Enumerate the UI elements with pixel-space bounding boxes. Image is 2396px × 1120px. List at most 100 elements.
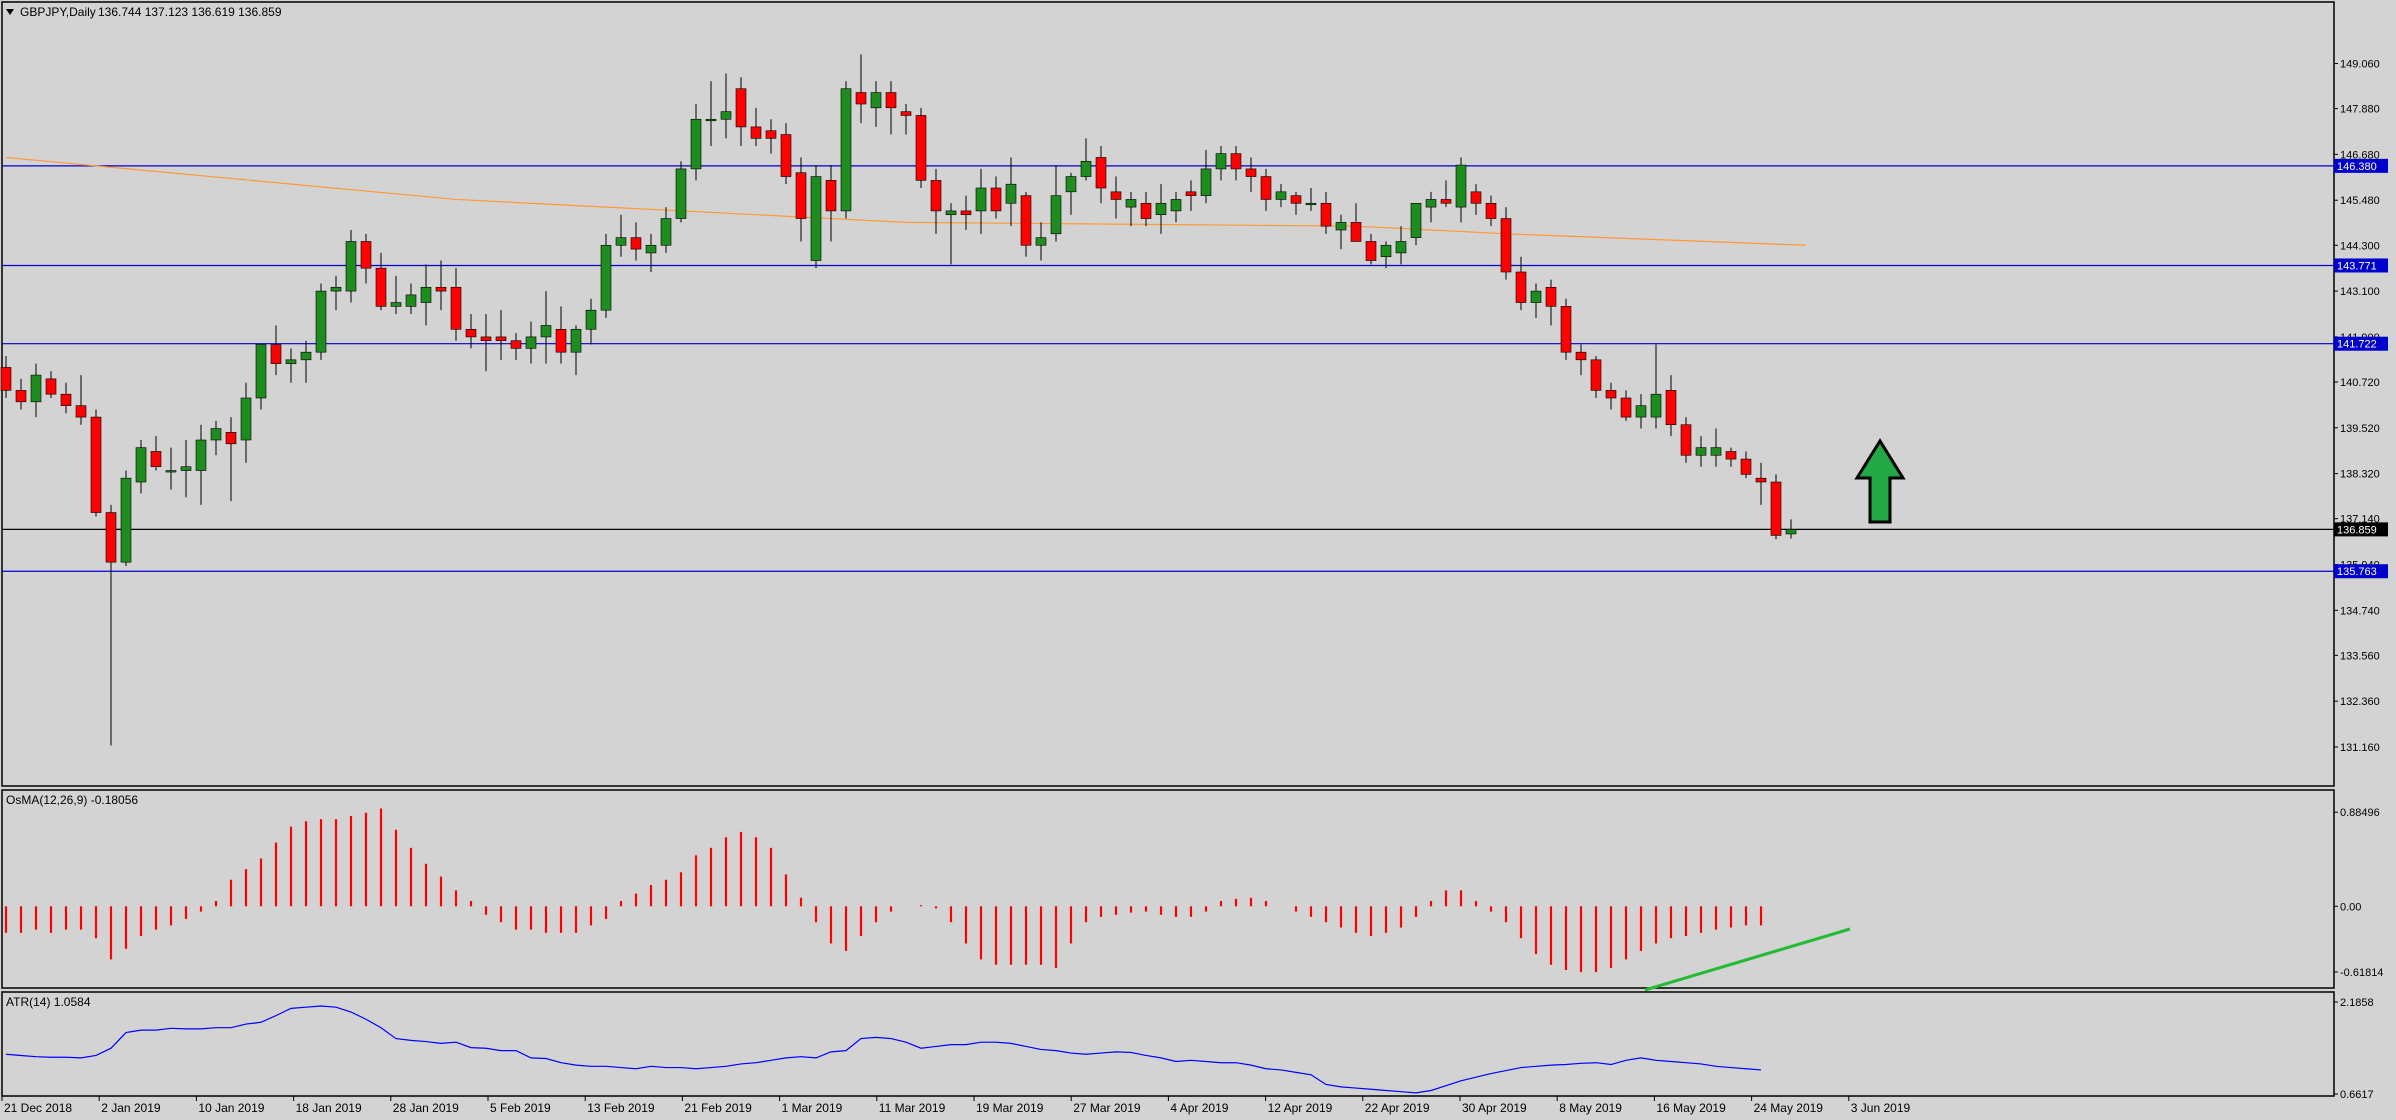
candle <box>360 233 372 284</box>
candle <box>1260 168 1272 211</box>
candle <box>675 161 687 223</box>
candle-body <box>1365 241 1377 261</box>
candle-body <box>1305 202 1317 206</box>
candle <box>270 325 282 376</box>
candle-body <box>180 466 192 471</box>
candle <box>1095 146 1107 204</box>
candle <box>1635 394 1647 429</box>
candle-body <box>1470 191 1482 204</box>
candle-body <box>435 286 447 292</box>
time-tick-label: 18 Jan 2019 <box>296 1101 362 1115</box>
candle-body <box>615 237 627 246</box>
candle <box>165 447 177 490</box>
time-tick-label: 4 Apr 2019 <box>1170 1101 1228 1115</box>
candle-body <box>1140 202 1152 219</box>
candle-body <box>1155 202 1167 216</box>
candle-body <box>735 88 747 128</box>
candle <box>795 157 807 242</box>
candle-body <box>1290 195 1302 204</box>
osma-tick-label: 0.88496 <box>2340 807 2380 819</box>
candle-body <box>1110 191 1122 200</box>
candle <box>1275 184 1287 208</box>
candle-body <box>75 405 87 418</box>
candle <box>255 344 267 410</box>
candle-body <box>0 367 12 391</box>
candle-body <box>870 92 882 109</box>
level-tag <box>2334 258 2388 273</box>
candle-body <box>285 359 297 364</box>
candle-body <box>600 244 612 311</box>
candle-body <box>990 187 1002 212</box>
candle-body <box>750 126 762 139</box>
price-panel[interactable]: GBPJPY,Daily 136.744 137.123 136.619 136… <box>0 1 2335 787</box>
candle-body <box>105 512 117 563</box>
candle-body <box>1575 351 1587 361</box>
candle <box>1335 214 1347 250</box>
candle <box>825 165 837 242</box>
candle <box>285 348 297 383</box>
candle <box>150 436 162 471</box>
price-tick-label: 133.560 <box>2340 650 2380 662</box>
candle-body <box>465 328 477 338</box>
candle-body <box>1650 393 1662 418</box>
candle <box>315 283 327 360</box>
price-tick-label: 147.880 <box>2340 104 2380 116</box>
price-tick-label: 139.520 <box>2340 423 2380 435</box>
candle <box>1500 207 1512 280</box>
candle <box>1125 191 1137 227</box>
candle <box>600 233 612 318</box>
candle <box>765 119 777 154</box>
candle <box>390 275 402 314</box>
candle-body <box>1170 199 1182 212</box>
candle-body <box>1335 222 1347 231</box>
candle <box>1440 180 1452 208</box>
candle <box>840 81 852 219</box>
candle <box>525 321 537 364</box>
candle <box>705 81 717 146</box>
candle <box>420 264 432 326</box>
candle-body <box>1515 271 1527 303</box>
candle-body <box>1740 458 1752 475</box>
candle-body <box>1020 195 1032 246</box>
candle-body <box>480 336 492 342</box>
candle-body <box>1050 195 1062 235</box>
candle <box>15 378 27 410</box>
candle-body <box>1125 199 1137 208</box>
candle <box>1560 298 1572 360</box>
candle <box>1455 157 1467 223</box>
level-tag-label: 143.771 <box>2337 260 2377 272</box>
candle-body <box>390 302 402 307</box>
candle-body <box>630 237 642 250</box>
candle <box>1065 172 1077 215</box>
price-tick-label: 144.300 <box>2340 240 2380 252</box>
candle <box>1005 157 1017 227</box>
candle <box>930 168 942 234</box>
candle-body <box>315 290 327 353</box>
candle-body <box>225 432 237 445</box>
candle <box>435 260 447 311</box>
time-tick-label: 28 Jan 2019 <box>393 1101 459 1115</box>
candle <box>330 275 342 311</box>
candle-body <box>810 176 822 261</box>
candle <box>1350 203 1362 242</box>
candle-body <box>1350 222 1362 242</box>
candle <box>540 291 552 364</box>
candle-body <box>15 390 27 403</box>
time-tick-label: 19 Mar 2019 <box>976 1101 1044 1115</box>
candle <box>1605 382 1617 410</box>
candle <box>1035 222 1047 261</box>
candle-body <box>1080 160 1092 177</box>
osma-panel[interactable]: OsMA(12,26,9) -0.18056 <box>1 789 2335 992</box>
candle <box>405 283 417 314</box>
time-tick-label: 16 May 2019 <box>1656 1101 1726 1115</box>
candle <box>870 81 882 127</box>
candle-body <box>405 294 417 307</box>
candle <box>225 417 237 502</box>
candle <box>1710 428 1722 467</box>
candle <box>1530 283 1542 318</box>
candle <box>915 107 927 188</box>
candle-body <box>1680 424 1692 456</box>
candle <box>900 104 912 135</box>
candle-body <box>1755 477 1767 483</box>
chevron-down-icon[interactable] <box>6 9 14 15</box>
